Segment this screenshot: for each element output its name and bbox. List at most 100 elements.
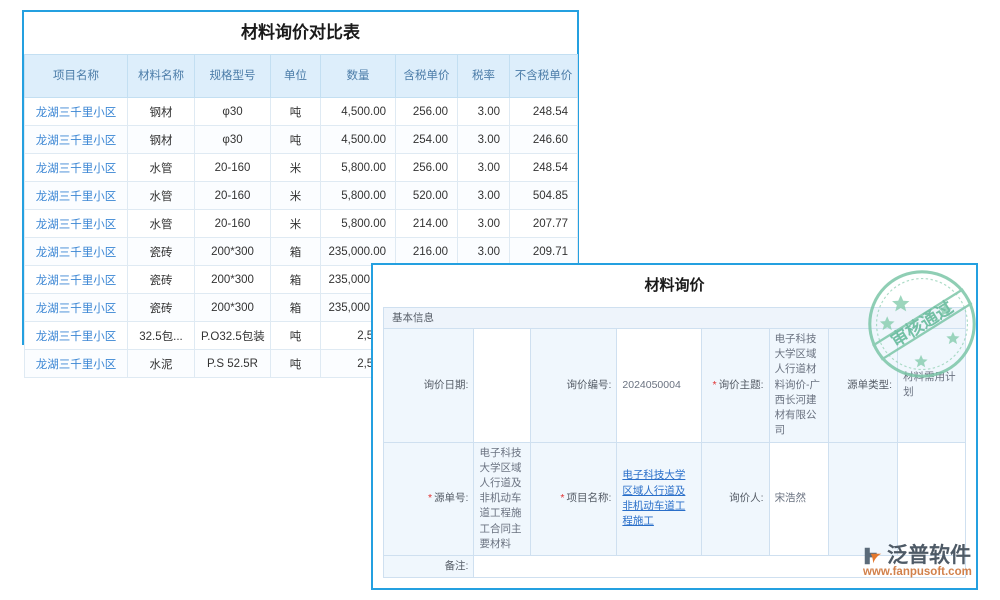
cell-specification: φ30 [194,97,271,126]
column-header-unit[interactable]: 单位 [270,54,321,98]
cell-price-with-tax: 216.00 [395,237,458,266]
cell-quantity: 4,500.00 [320,97,396,126]
cell-unit: 米 [270,153,321,182]
required-marker: * [427,492,433,505]
field-label-inquiry-subject: * 询价主题: [700,328,770,443]
section-header-basic-info: 基本信息 [383,307,966,328]
cell-unit: 箱 [270,237,321,266]
cell-specification: φ30 [194,125,271,154]
column-header-quantity[interactable]: 数量 [320,54,396,98]
table-row[interactable]: 龙湖三千里小区 水管 20-160 米 5,800.00 214.00 3.00 207.77 [24,209,578,238]
cell-material-name: 瓷砖 [127,237,195,266]
field-label-remark: 备注: [382,555,475,579]
material-price-comparison-panel: 材料询价对比表 项目名称 材料名称 规格型号 单位 数量 含税单价 税率 不含税… [22,10,579,378]
cell-material-name: 瓷砖 [127,265,195,294]
cell-price-without-tax: 246.60 [509,125,578,154]
cell-price-without-tax: 504.85 [509,181,578,210]
field-value-source-no[interactable]: 电子科技大学区域人行道及非机动车道工程施工合同主要材料 [473,441,532,557]
field-label-source-no: * 源单号: [382,441,475,557]
column-header-material-name[interactable]: 材料名称 [127,54,195,98]
cell-material-name: 水管 [127,209,195,238]
table-row[interactable]: 龙湖三千里小区 水管 20-160 米 5,800.00 520.00 3.00 504.85 [24,181,578,210]
cell-tax-rate: 3.00 [457,181,510,210]
field-label-project-name-text: 项目名称: [566,492,612,505]
field-value-inquiry-date[interactable] [473,328,532,443]
cell-project-name[interactable]: 龙湖三千里小区 [24,321,128,350]
cell-specification: 200*300 [194,293,271,322]
comparison-table: 项目名称 材料名称 规格型号 单位 数量 含税单价 税率 不含税单价 龙湖三千里… [24,54,578,378]
form-row-1: 询价日期: 询价编号: 2024050004 * 询价主题: 电子科技大学区域人行… [382,328,966,443]
dialog-title: 材料询价 [644,277,705,294]
field-label-source-type: 源单类型: [828,328,899,443]
cell-project-name[interactable]: 龙湖三千里小区 [24,209,128,238]
column-header-project-name[interactable]: 项目名称 [24,54,128,98]
project-name-link[interactable]: 电子科技大学区域人行道及非机动车道工程施工 [622,469,686,528]
basic-info-form-table: 询价日期: 询价编号: 2024050004 * 询价主题: 电子科技大学区域人行… [382,328,966,579]
field-label-inquiry-no: 询价编号: [530,328,618,443]
table-row[interactable]: 龙湖三千里小区 水管 20-160 米 5,800.00 256.00 3.00 248.54 [24,153,578,182]
material-inquiry-dialog: 材料询价 基本信息 询价日期: 询价编号: 2024050004 [371,263,978,590]
required-marker: * [712,378,717,391]
cell-project-name[interactable]: 龙湖三千里小区 [24,125,128,154]
cell-project-name[interactable]: 龙湖三千里小区 [24,153,128,182]
cell-material-name: 瓷砖 [127,293,195,322]
cell-specification: 200*300 [194,265,271,294]
table-row[interactable]: 龙湖三千里小区 瓷砖 200*300 箱 235,000.00 216.00 3.00 209… [24,237,578,266]
field-value-project-name[interactable]: 电子科技大学区域人行道及非机动车道工程施工 [616,441,702,557]
cell-project-name[interactable]: 龙湖三千里小区 [24,293,128,322]
cell-specification: 200*300 [194,237,271,266]
cell-tax-rate: 3.00 [457,97,510,126]
cell-quantity: 4,500.00 [320,125,396,154]
required-marker: * [560,492,565,505]
field-value-remark[interactable] [473,555,966,579]
field-label-inquirer: 询价人: [700,441,770,557]
cell-price-with-tax: 254.00 [395,125,458,154]
cell-tax-rate: 3.00 [457,237,510,266]
cell-unit: 吨 [270,349,321,378]
cell-quantity: 5,800.00 [320,153,396,182]
page-title: 材料询价对比表 [24,12,577,54]
cell-unit: 箱 [270,293,321,322]
cell-specification: P.O32.5包装 [194,321,271,350]
field-value-inquiry-subject[interactable]: 电子科技大学区域人行道材料询价-广西长河建材有限公司 [768,328,830,443]
cell-specification: 20-160 [194,181,271,210]
form-row-2: * 源单号: 电子科技大学区域人行道及非机动车道工程施工合同主要材料 * 项目名称:… [382,441,966,557]
form-cell-empty-b [897,441,966,557]
cell-quantity: 5,800.00 [320,209,396,238]
field-label-inquiry-subject-text: 询价主题: [718,378,764,391]
cell-project-name[interactable]: 龙湖三千里小区 [24,181,128,210]
cell-tax-rate: 3.00 [457,153,510,182]
form-cell-empty-a [828,441,899,557]
column-header-specification[interactable]: 规格型号 [194,54,271,98]
table-row[interactable]: 龙湖三千里小区 钢材 φ30 吨 4,500.00 254.00 3.00 246.60 [24,125,578,154]
cell-price-with-tax: 256.00 [395,153,458,182]
field-value-inquiry-no[interactable]: 2024050004 [616,328,702,443]
cell-price-with-tax: 256.00 [395,97,458,126]
field-label-project-name: * 项目名称: [530,441,618,557]
cell-specification: 20-160 [194,153,271,182]
cell-unit: 吨 [270,125,321,154]
column-header-price-with-tax[interactable]: 含税单价 [395,54,458,98]
cell-price-with-tax: 214.00 [395,209,458,238]
cell-project-name[interactable]: 龙湖三千里小区 [24,349,128,378]
field-value-inquirer[interactable]: 宋浩然 [768,441,830,557]
cell-material-name: 水管 [127,181,195,210]
cell-specification: 20-160 [194,209,271,238]
cell-project-name[interactable]: 龙湖三千里小区 [24,97,128,126]
cell-project-name[interactable]: 龙湖三千里小区 [24,237,128,266]
column-header-price-without-tax[interactable]: 不含税单价 [509,54,578,98]
field-value-source-type[interactable]: 材料需用计划 [897,328,966,443]
table-row[interactable]: 龙湖三千里小区 钢材 φ30 吨 4,500.00 256.00 3.00 248.54 [24,97,578,126]
cell-quantity: 5,800.00 [320,181,396,210]
dialog-body: 基本信息 询价日期: 询价编号: 2024050004 * 询价主题: [373,307,976,579]
cell-project-name[interactable]: 龙湖三千里小区 [24,265,128,294]
cell-unit: 吨 [270,97,321,126]
comparison-table-body: 龙湖三千里小区 钢材 φ30 吨 4,500.00 256.00 3.00 248.54 龙湖三… [24,97,578,378]
cell-unit: 米 [270,209,321,238]
cell-unit: 吨 [270,321,321,350]
cell-price-without-tax: 207.77 [509,209,578,238]
column-header-tax-rate[interactable]: 税率 [457,54,510,98]
cell-material-name: 32.5包... [127,321,195,350]
field-label-source-no-text: 源单号: [434,492,469,505]
